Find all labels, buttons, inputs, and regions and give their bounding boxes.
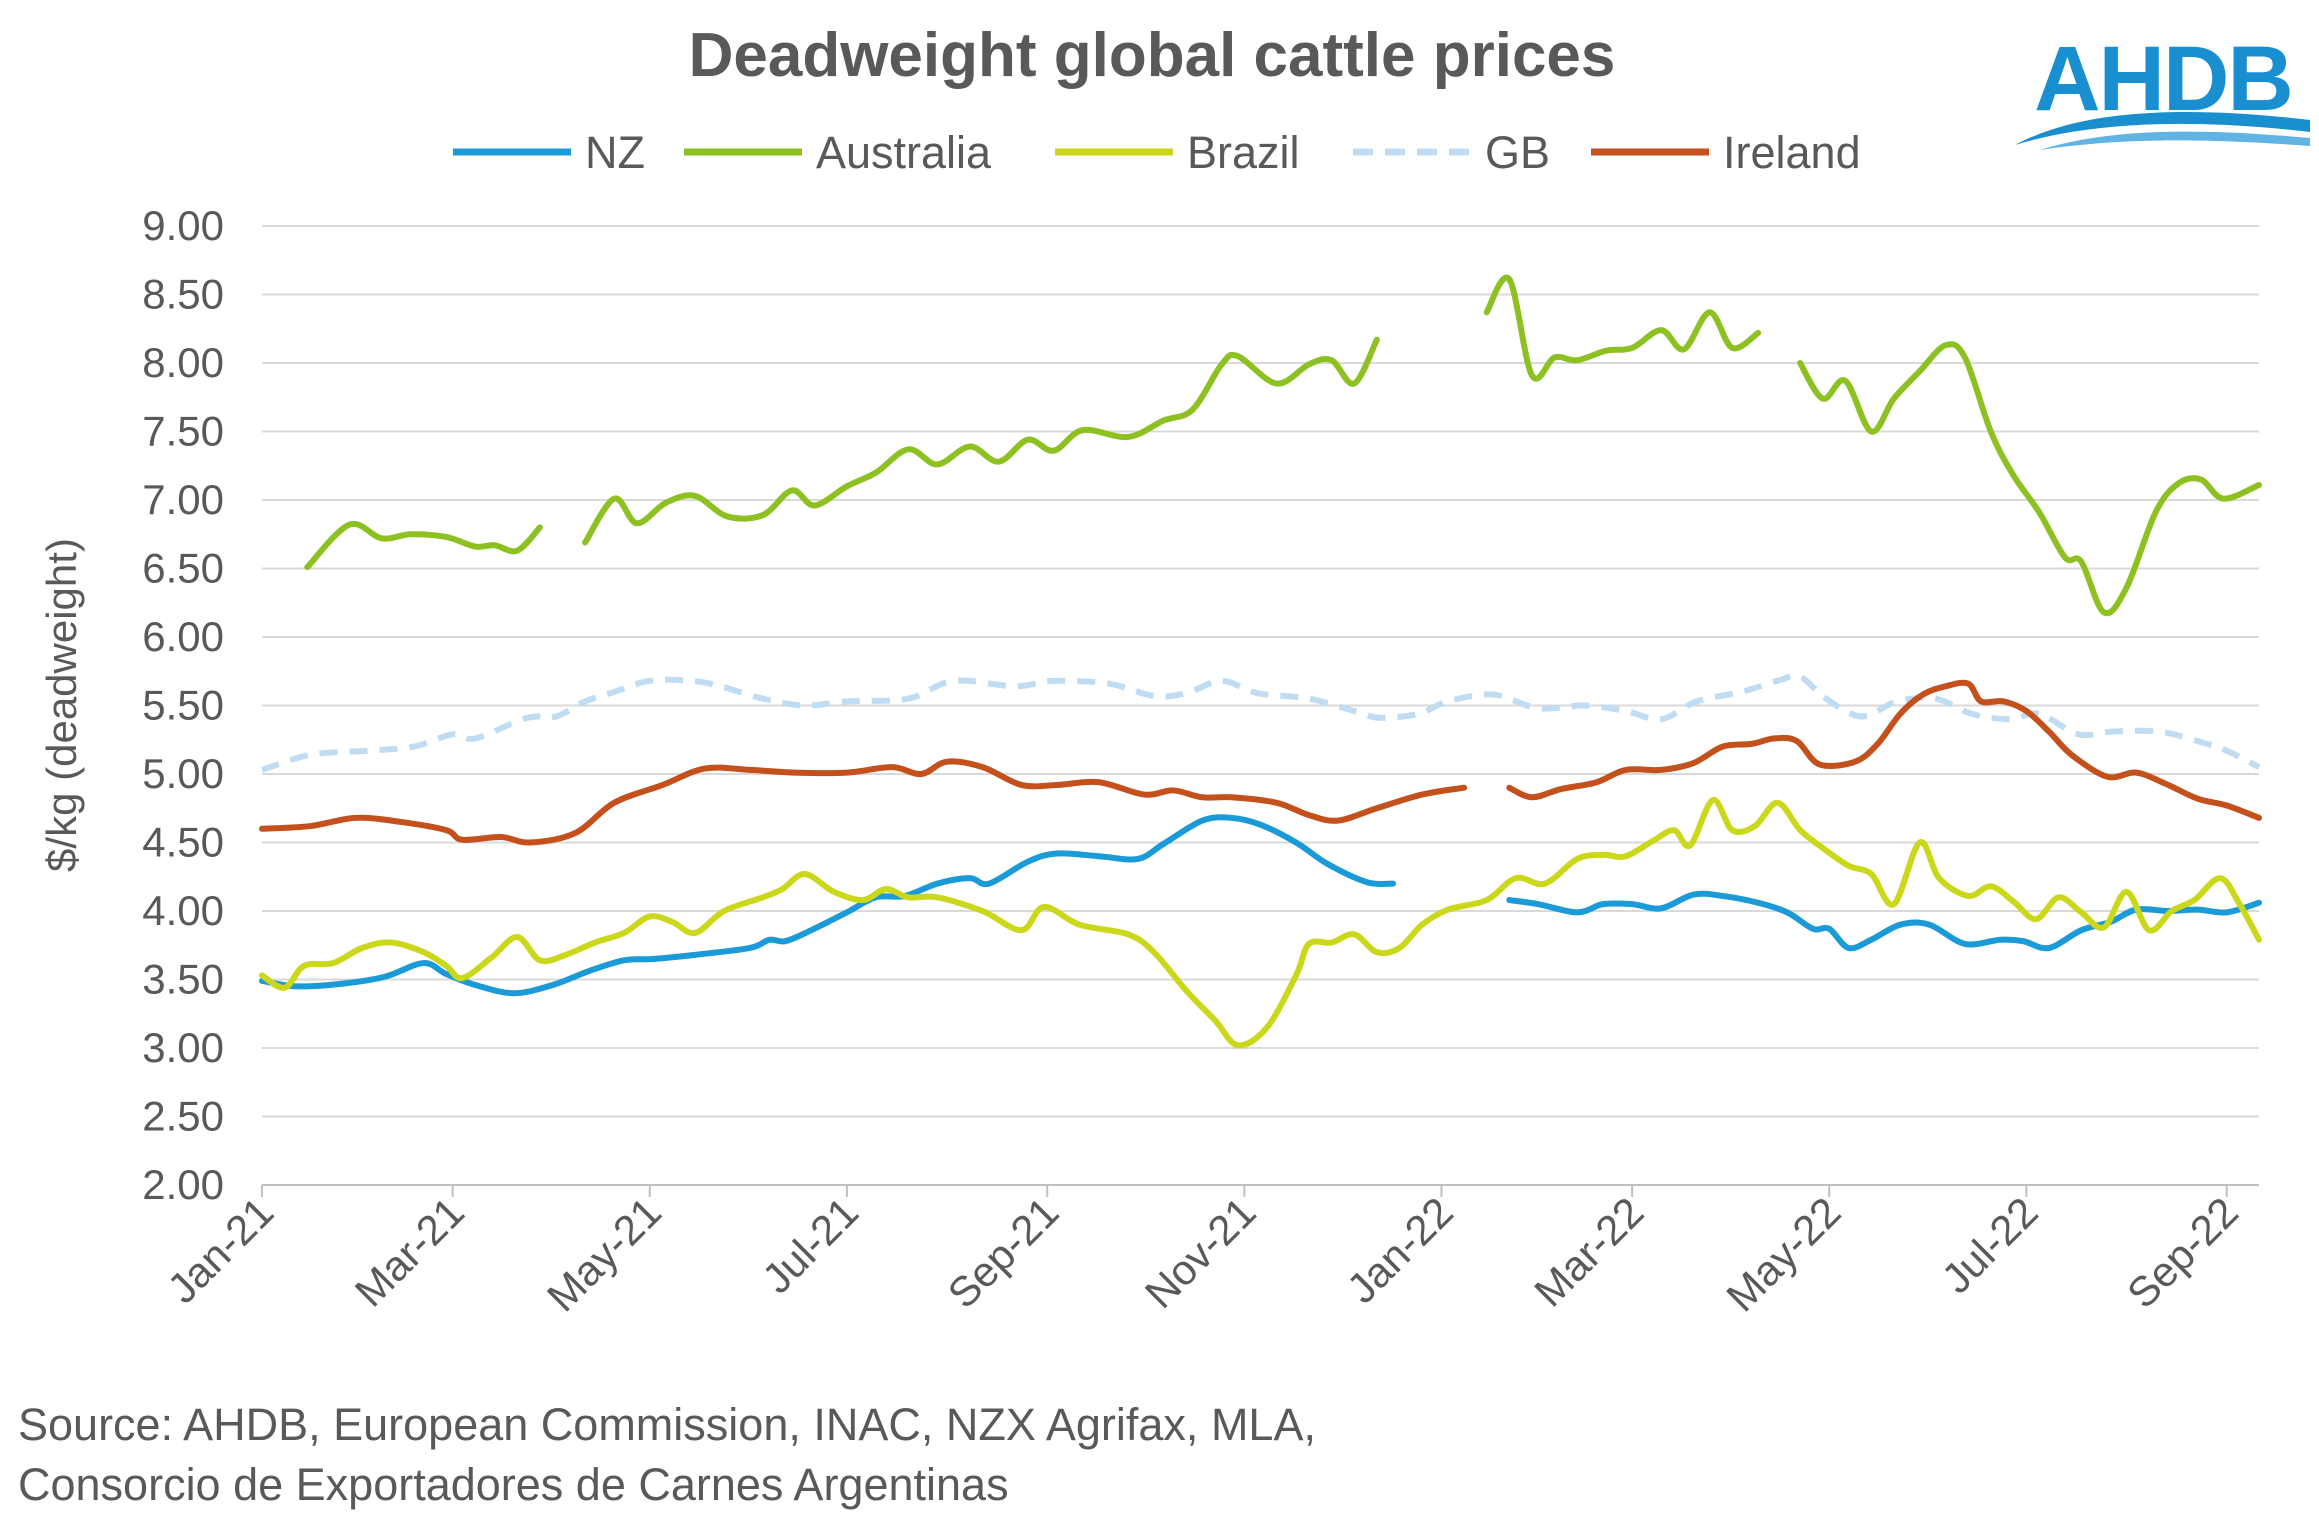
x-axis: Jan-21 Mar-21 May-21 Jul-21 Sep-21 Nov-21 Jan-…: [158, 1184, 2259, 1320]
y-tick-label: 6.00: [142, 613, 224, 660]
x-tick-label: May-22: [1717, 1188, 1849, 1320]
series-line-nz: [1506, 890, 2262, 952]
source-line-1: Source: AHDB, European Commission, INAC,…: [18, 1399, 1316, 1450]
ahdb-logo: AHDB: [2015, 28, 2310, 150]
y-tick-label: 8.50: [142, 271, 224, 318]
x-tick-label: Sep-22: [2118, 1188, 2247, 1317]
y-tick-label: 4.00: [142, 887, 224, 934]
y-tick-label: 3.00: [142, 1024, 224, 1071]
x-tick-label: Mar-22: [1525, 1188, 1652, 1315]
legend-label-nz: NZ: [585, 127, 645, 178]
series-line-australia: [1797, 341, 2262, 617]
y-axis-label: $/kg (deadweight): [38, 538, 85, 872]
legend-label-ireland: Ireland: [1723, 127, 1861, 178]
legend: NZ Australia Brazil GB Ireland: [453, 127, 1861, 178]
y-tick-label: 6.50: [142, 545, 224, 592]
series-line-australia: [582, 336, 1380, 546]
y-tick-label: 8.00: [142, 339, 224, 386]
series-line-australia: [304, 520, 543, 571]
source-line-2: Consorcio de Exportadores de Carnes Arge…: [18, 1459, 1009, 1510]
y-tick-label: 7.50: [142, 408, 224, 455]
series-line-australia: [1483, 274, 1762, 382]
y-tick-label: 5.50: [142, 682, 224, 729]
series-line-nz: [259, 814, 1396, 997]
y-tick-label: 2.00: [142, 1161, 224, 1208]
series-line-gb: [261, 672, 2261, 773]
series-line-brazil: [259, 797, 2262, 1049]
legend-label-australia: Australia: [816, 127, 992, 178]
y-tick-label: 4.50: [142, 819, 224, 866]
legend-label-gb: GB: [1485, 127, 1550, 178]
y-tick-label: 3.50: [142, 956, 224, 1003]
x-tick-label: Mar-21: [346, 1188, 473, 1315]
y-axis: 2.00 2.50 3.00 3.50 4.00 4.50 5.00 5.50 6.00 6.50…: [142, 202, 224, 1208]
series-lines: [259, 274, 2262, 1049]
y-tick-label: 5.00: [142, 750, 224, 797]
chart-title: Deadweight global cattle prices: [689, 21, 1616, 90]
x-tick-label: Jul-21: [753, 1188, 867, 1302]
x-tick-label: Jul-22: [1933, 1188, 2047, 1302]
legend-label-brazil: Brazil: [1187, 127, 1300, 178]
x-tick-label: Nov-21: [1136, 1188, 1265, 1317]
series-line-ireland: [259, 758, 1468, 846]
y-tick-label: 7.00: [142, 476, 224, 523]
x-tick-label: Jan-22: [1338, 1188, 1462, 1312]
x-tick-label: May-21: [538, 1188, 670, 1320]
y-tick-label: 2.50: [142, 1093, 224, 1140]
series-line-ireland: [1506, 679, 2262, 821]
x-tick-label: Sep-21: [939, 1188, 1068, 1317]
y-tick-label: 9.00: [142, 202, 224, 249]
